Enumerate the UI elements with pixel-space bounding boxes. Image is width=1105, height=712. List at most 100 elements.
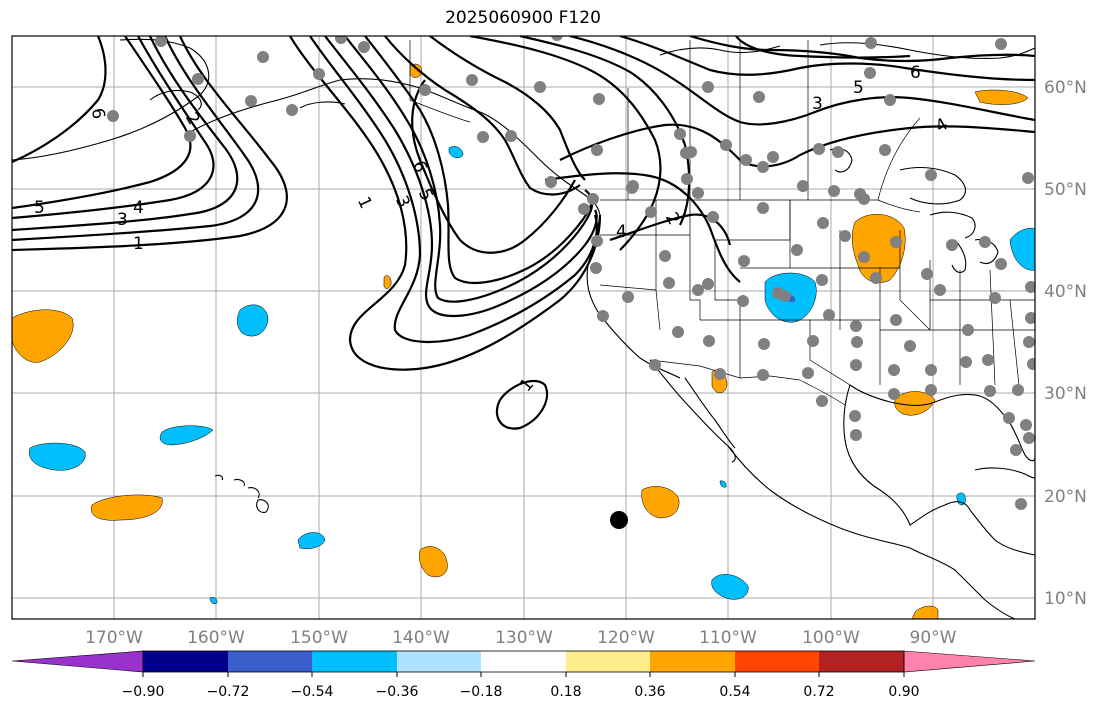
longitude-label: 160°W xyxy=(187,628,245,648)
longitude-label: 140°W xyxy=(392,628,450,648)
station-dot xyxy=(890,314,902,326)
colorbar-tick-label: −0.90 xyxy=(122,684,165,700)
contour-label: 1 xyxy=(133,234,144,254)
station-dot xyxy=(551,36,563,41)
station-dot xyxy=(245,95,257,107)
station-dot xyxy=(757,202,769,214)
station-dot xyxy=(984,385,996,397)
contour-label: 3 xyxy=(117,210,128,230)
colorbar-tick-label: 0.90 xyxy=(888,684,919,700)
positive-anomaly-patch xyxy=(90,494,163,521)
negative-anomaly-patch xyxy=(711,574,749,600)
station-dot xyxy=(663,277,675,289)
contour-label: 5 xyxy=(853,78,864,98)
station-dot xyxy=(995,258,1007,270)
station-dot xyxy=(888,364,900,376)
longitude-label: 90°W xyxy=(910,628,957,648)
positive-anomaly-patch xyxy=(383,275,392,289)
positive-anomaly-patch xyxy=(851,214,906,283)
station-dot xyxy=(714,368,726,380)
longitude-label: 150°W xyxy=(290,628,348,648)
colorbar: −0.90 −0.72 −0.54 −0.36 −0.18 0.18 0.36 … xyxy=(11,650,1036,700)
station-dot xyxy=(767,151,779,163)
station-dot xyxy=(681,173,693,185)
station-dot xyxy=(858,193,870,205)
station-dot xyxy=(1010,444,1022,456)
longitude-axis: 170°W 160°W 150°W 140°W 130°W 120°W 110°… xyxy=(85,628,957,648)
station-dot xyxy=(703,335,715,347)
station-dot xyxy=(740,154,752,166)
negative-anomaly-patch xyxy=(1009,227,1035,271)
station-dot xyxy=(720,139,732,151)
station-dot xyxy=(817,217,829,229)
station-dot xyxy=(828,185,840,197)
colorbar-tick-label: 0.54 xyxy=(719,684,750,700)
station-dot xyxy=(286,104,298,116)
station-dot xyxy=(757,161,769,173)
colorbar-segment xyxy=(11,650,144,673)
station-dot xyxy=(807,335,819,347)
station-dot xyxy=(758,338,770,350)
positive-anomaly-patch xyxy=(911,605,939,619)
latitude-label: 20°N xyxy=(1044,487,1087,507)
station-dot xyxy=(865,37,877,49)
latitude-label: 10°N xyxy=(1044,589,1087,609)
station-dot xyxy=(674,128,686,140)
negative-anomaly-patch xyxy=(448,146,464,159)
station-dot xyxy=(1015,498,1027,510)
station-dot xyxy=(1003,412,1015,424)
station-dot xyxy=(591,144,603,156)
station-dot xyxy=(1023,432,1035,444)
station-dot xyxy=(1020,419,1032,431)
station-dot xyxy=(816,274,828,286)
positive-anomaly-patch xyxy=(894,391,936,416)
latitude-label: 40°N xyxy=(1044,282,1087,302)
graticule xyxy=(12,36,1035,619)
station-dot xyxy=(946,239,958,251)
station-dot xyxy=(184,130,196,142)
colorbar-tick-label: 0.72 xyxy=(803,684,834,700)
station-dot xyxy=(505,130,517,142)
station-dot xyxy=(823,309,835,321)
station-dot xyxy=(649,359,661,371)
station-dot xyxy=(989,292,1001,304)
station-dot xyxy=(591,235,603,247)
contour-label: 4 xyxy=(133,198,144,218)
station-dot xyxy=(358,41,370,53)
station-dot xyxy=(995,38,1007,50)
station-dot xyxy=(1027,358,1035,370)
colorbar-segment xyxy=(566,651,650,672)
station-dot xyxy=(466,74,478,86)
station-dot xyxy=(534,81,546,93)
station-dot xyxy=(545,176,557,188)
station-dot xyxy=(850,359,862,371)
colorbar-segment xyxy=(481,651,566,672)
station-dot xyxy=(888,388,900,400)
positive-anomaly-patch xyxy=(12,309,74,363)
station-dot xyxy=(832,146,844,158)
negative-anomaly-patch xyxy=(237,304,269,337)
station-dot xyxy=(1022,172,1034,184)
station-dot xyxy=(921,268,933,280)
map-title: 2025060900 F120 xyxy=(445,8,601,28)
contour-label: 4 xyxy=(616,222,627,242)
station-dot xyxy=(107,110,119,122)
colorbar-tick-label: −0.36 xyxy=(376,684,419,700)
station-dot xyxy=(597,310,609,322)
station-dot xyxy=(645,206,657,218)
negative-anomaly-patch xyxy=(209,596,218,605)
map-frame xyxy=(11,35,1036,620)
station-dot xyxy=(802,367,814,379)
station-dot xyxy=(1012,384,1024,396)
station-dot xyxy=(477,131,489,143)
station-dot xyxy=(738,255,750,267)
colorbar-segment xyxy=(819,651,904,672)
station-dot xyxy=(813,143,825,155)
station-dot xyxy=(858,251,870,263)
positive-anomaly-patch xyxy=(974,89,1029,105)
negative-anomaly-patch xyxy=(297,532,326,549)
station-dot xyxy=(925,384,937,396)
station-dot xyxy=(1025,312,1035,324)
station-dot xyxy=(672,326,684,338)
